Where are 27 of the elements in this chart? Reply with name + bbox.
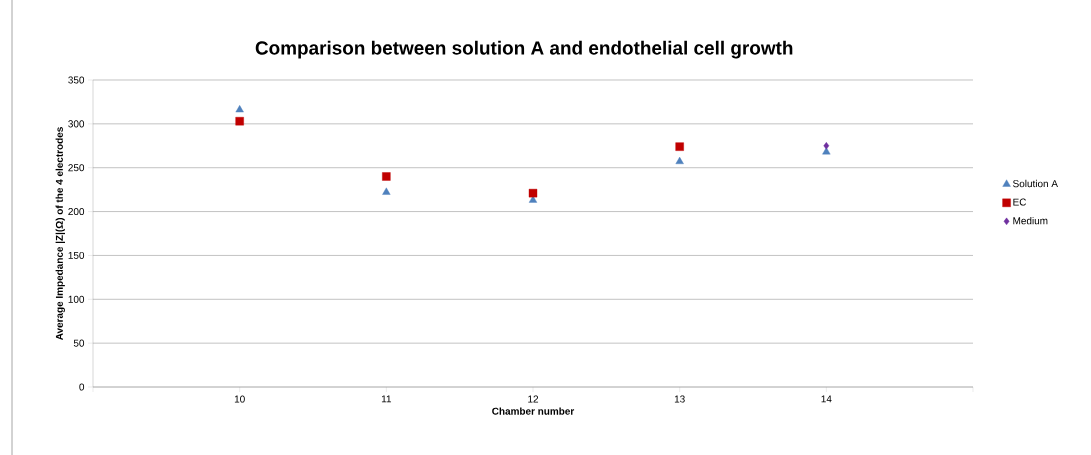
x-tick-label: 13 (674, 395, 685, 403)
y-tick-label: 0 (79, 383, 85, 391)
chart-title: Comparison between solution A and endothelial cell growth (255, 40, 793, 59)
y-tick-label: 100 (68, 295, 85, 303)
y-tick-label: 300 (68, 120, 85, 128)
point (823, 142, 830, 150)
legend-label: EC (1013, 198, 1027, 206)
legend-label: Solution A (1013, 179, 1058, 188)
y-tick-label: 250 (68, 164, 85, 172)
point (382, 172, 391, 181)
y-tick-label: 50 (73, 339, 85, 347)
y-axis-title: Average Impedance |Z|(Ω) of the 4 electrodes (55, 127, 66, 341)
point (528, 188, 538, 198)
legend-label: Medium (1013, 217, 1048, 225)
x-tick-label: 11 (381, 395, 392, 403)
x-tick-label: 12 (528, 395, 539, 403)
y-tick-label: 150 (68, 251, 85, 259)
y-tick-label: 350 (68, 76, 85, 84)
point (675, 142, 684, 151)
x-axis-title: Chamber number (492, 407, 575, 415)
point (382, 187, 391, 195)
x-tick-label: 10 (234, 395, 245, 403)
point (675, 156, 684, 165)
point (235, 105, 244, 113)
x-tick-label: 14 (821, 395, 832, 403)
y-tick-label: 200 (68, 208, 85, 216)
point (235, 117, 244, 126)
